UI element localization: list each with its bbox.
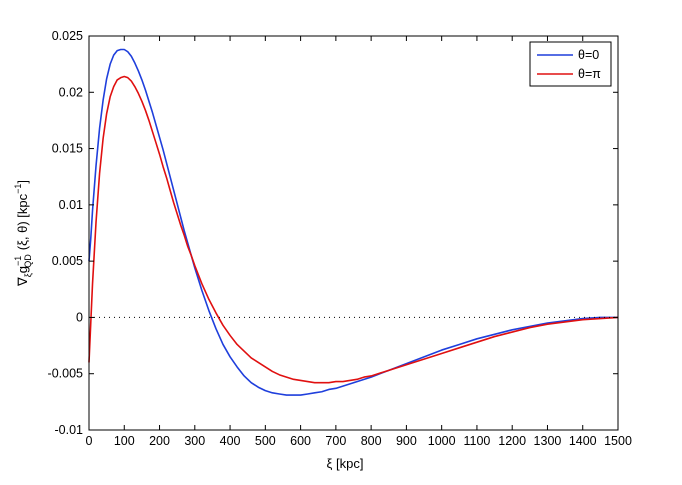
series-line-theta-pi [88, 75, 619, 384]
series-layer [88, 48, 619, 396]
y-tick-label: 0.005 [52, 254, 83, 268]
x-tick-label: 500 [255, 434, 276, 448]
x-tick-label: 900 [396, 434, 417, 448]
y-tick-label: 0.015 [52, 142, 83, 156]
x-tick-label: 0 [86, 434, 93, 448]
y-axis-title-rest: (ξ, θ) [kpc [15, 193, 30, 250]
legend-label-theta-pi: θ=π [578, 67, 601, 81]
x-tick-label: 600 [290, 434, 311, 448]
plot-area [89, 36, 618, 430]
y-axis-title-nabla-sub: ξ [23, 273, 33, 277]
plot-frame [88, 35, 619, 431]
y-tick-label: -0.005 [48, 367, 83, 381]
legend-box [529, 41, 612, 87]
y-tick-label: 0.01 [59, 198, 83, 212]
x-tick-label: 1200 [498, 434, 526, 448]
x-tick-label: 800 [361, 434, 382, 448]
y-axis-title-unit-sup: −1 [13, 184, 23, 194]
y-axis-title-nabla: ∇ [15, 277, 30, 287]
x-tick-label: 100 [114, 434, 135, 448]
x-tick-label: 1500 [604, 434, 632, 448]
legend: θ=0 θ=π [529, 41, 612, 87]
x-tick-label: 1100 [463, 434, 490, 448]
y-tick-label: 0 [76, 310, 83, 324]
x-tick-label: 1000 [428, 434, 456, 448]
x-tick-label: 700 [325, 434, 346, 448]
y-axis-title-close: ] [15, 180, 30, 184]
x-axis-title: ξ [kpc] [327, 456, 364, 471]
legend-label-theta-0: θ=0 [578, 48, 599, 62]
ticks-layer: 0 100 200 300 400 500 600 700 800 900 1000 1100 1200… [48, 29, 632, 448]
y-tick-label: -0.01 [55, 423, 84, 437]
y-axis-title-g-sub: QD [23, 254, 33, 268]
x-tick-label: 300 [184, 434, 205, 448]
x-tick-label: 1400 [569, 434, 597, 448]
y-axis-title: ∇ξg−1QD(ξ, θ) [kpc−1] [13, 180, 33, 287]
x-tick-label: 400 [220, 434, 241, 448]
y-axis-title-g-sup: −1 [13, 256, 23, 266]
y-axis-title-g: g [15, 266, 30, 273]
y-tick-label: 0.02 [59, 85, 83, 99]
x-tick-label: 200 [149, 434, 170, 448]
y-tick-label: 0.025 [52, 29, 83, 43]
x-tick-label: 1300 [534, 434, 562, 448]
series-line-theta-0 [88, 48, 618, 396]
